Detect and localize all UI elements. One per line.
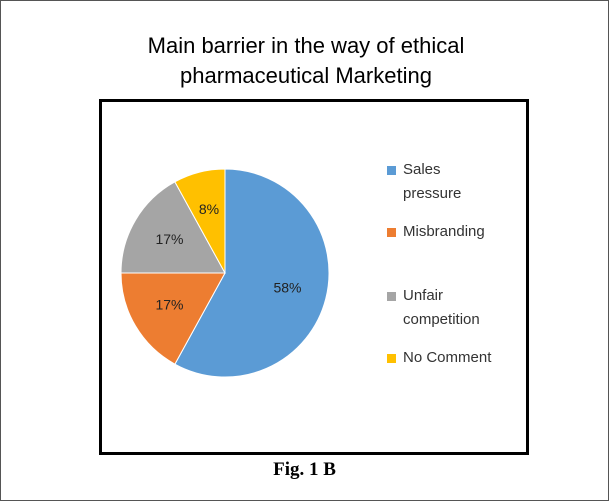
legend-swatch <box>387 354 396 363</box>
data-label: 58% <box>273 280 301 296</box>
pie-slice <box>174 168 330 378</box>
caption: Fig. 1 B <box>273 459 336 480</box>
legend-label: No Comment <box>403 349 492 366</box>
pie-slice <box>174 168 226 274</box>
legend-swatch <box>387 292 396 301</box>
legend-swatch <box>387 166 396 175</box>
legend-label: Misbranding <box>403 223 485 240</box>
chart-title: Main barrier in the way of ethical pharm… <box>147 33 465 88</box>
legend-label: Unfair competition <box>403 287 480 328</box>
data-label: 17% <box>155 231 183 247</box>
legend-swatch <box>387 228 396 237</box>
legend-label: Sales pressure <box>403 161 462 202</box>
chart-frame <box>99 99 529 455</box>
pie-slice <box>120 272 226 365</box>
data-label: 8% <box>199 201 219 217</box>
data-label: 17% <box>155 297 183 313</box>
pie-slice <box>120 181 226 274</box>
